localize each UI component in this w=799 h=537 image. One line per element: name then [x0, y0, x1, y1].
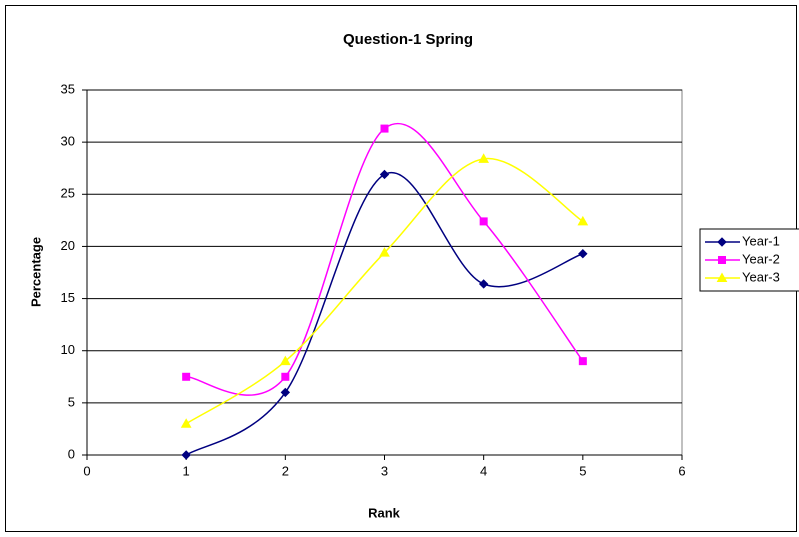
series-line: [185, 171, 584, 456]
data-point: [578, 357, 587, 366]
legend-marker: [717, 237, 727, 247]
x-tick-label: 5: [579, 463, 586, 478]
data-point: [578, 249, 588, 259]
legend-label: Year-2: [742, 251, 780, 266]
data-point: [182, 372, 191, 381]
y-tick-label: 20: [61, 238, 75, 253]
data-point: [577, 215, 589, 226]
legend-label: Year-1: [742, 233, 780, 248]
data-point: [279, 355, 291, 366]
data-point: [281, 372, 290, 381]
y-tick-label: 35: [61, 81, 75, 96]
data-point: [180, 418, 192, 428]
data-point: [380, 124, 389, 133]
data-point: [478, 279, 489, 289]
legend-marker: [718, 256, 726, 264]
y-tick-label: 0: [68, 446, 75, 461]
plot-area: [86, 89, 683, 456]
x-tick-label: 4: [480, 463, 487, 478]
x-tick-label: 1: [183, 463, 190, 478]
data-point: [479, 217, 488, 226]
x-tick-label: 3: [381, 463, 388, 478]
legend-label: Year-3: [742, 269, 780, 284]
x-tick-label: 0: [83, 463, 90, 478]
x-tick-label: 2: [282, 463, 289, 478]
data-point: [280, 387, 291, 398]
data-point: [379, 247, 390, 257]
data-point: [478, 153, 490, 163]
y-tick-label: 5: [68, 394, 75, 409]
data-point: [181, 450, 191, 460]
x-axis-label: Rank: [368, 505, 401, 520]
y-tick-label: 25: [61, 186, 75, 201]
y-tick-label: 30: [61, 134, 75, 149]
y-tick-label: 15: [61, 290, 75, 305]
x-tick-label: 6: [678, 463, 685, 478]
y-axis-label: Percentage: [28, 237, 43, 307]
data-point: [379, 169, 390, 180]
y-tick-label: 10: [61, 342, 75, 357]
legend-marker: [716, 272, 728, 282]
chart-title: Question-1 Spring: [343, 31, 473, 48]
